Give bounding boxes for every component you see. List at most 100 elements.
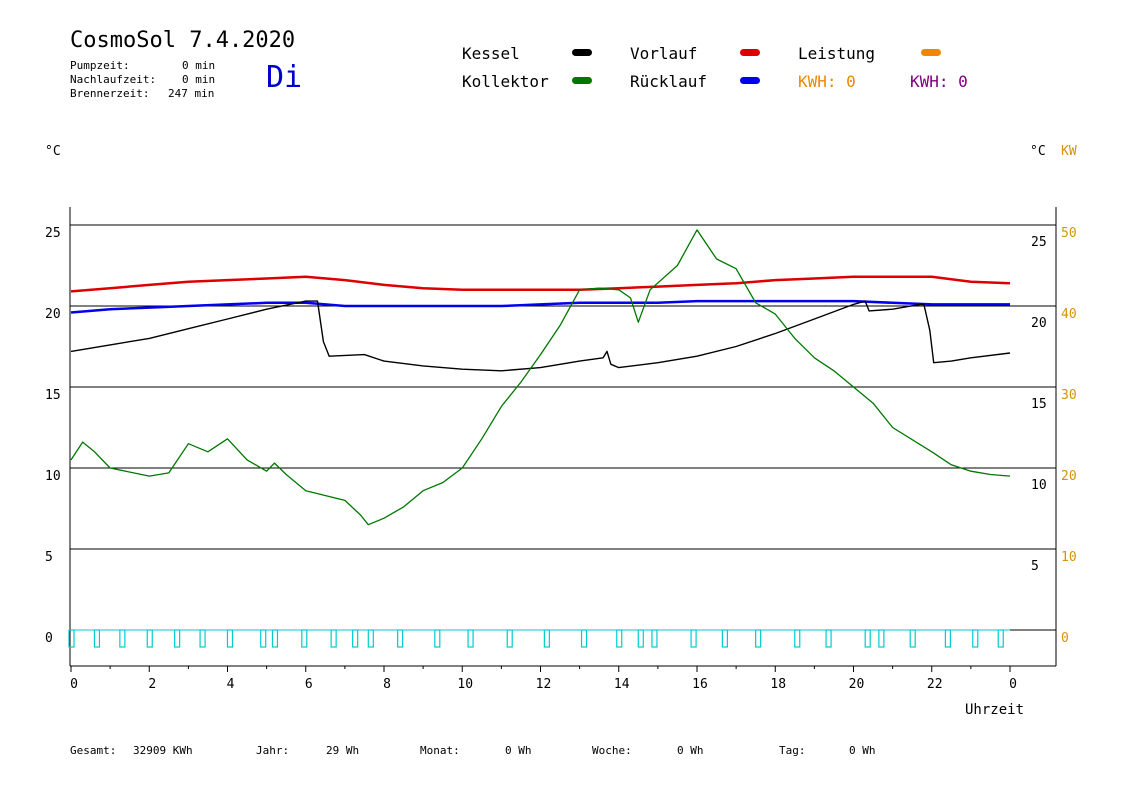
y-tick-label-right-celsius: 25 xyxy=(1031,235,1047,250)
pump-pulse-marker xyxy=(997,629,1004,648)
jahr-label: Jahr: xyxy=(256,744,290,757)
x-tick-label: 4 xyxy=(227,677,235,692)
pump-pulse-marker xyxy=(580,629,588,648)
pump-pulse-marker xyxy=(637,629,644,648)
pump-time-value: 0 min xyxy=(182,59,216,72)
legend-kollektor-label: Kollektor xyxy=(462,72,549,91)
x-tick-label: 20 xyxy=(849,677,865,692)
woche-value: 0 Wh xyxy=(677,744,704,757)
pump-pulse-marker xyxy=(352,629,359,648)
y-tick-label-right-celsius: 10 xyxy=(1031,478,1047,493)
y-tick-label-right-celsius: 20 xyxy=(1031,316,1047,331)
left-axis-unit: °C xyxy=(45,144,61,159)
monat-label: Monat: xyxy=(420,744,460,757)
x-tick-label: 14 xyxy=(614,677,630,692)
tag-value: 0 Wh xyxy=(849,744,876,757)
gesamt-label: Gesamt: xyxy=(70,744,117,757)
pump-pulse-marker xyxy=(944,629,952,648)
pump-pulse-marker xyxy=(260,629,267,648)
x-tick-label: 0 xyxy=(1009,677,1017,692)
pump-pulse-marker xyxy=(467,629,474,648)
x-tick-label: 22 xyxy=(927,677,943,692)
nachlauf-time-label: Nachlaufzeit: xyxy=(70,73,157,86)
pump-pulse-marker xyxy=(174,629,181,648)
y-tick-label-left: 10 xyxy=(45,469,61,484)
y-tick-label-right-kw: 40 xyxy=(1061,307,1077,322)
series-line-rcklauf xyxy=(70,299,1010,314)
weekday-label: Di xyxy=(266,60,303,95)
kwh-orange-value: KWH: 0 xyxy=(798,72,856,91)
series-line-kessel xyxy=(70,300,1011,372)
app-title: CosmoSol 7.4.2020 xyxy=(70,28,296,53)
legend-ruecklauf-swatch xyxy=(740,77,760,84)
y-tick-label-right-kw: 20 xyxy=(1061,469,1077,484)
x-tick-label: 10 xyxy=(457,677,473,692)
y-tick-label-left: 25 xyxy=(45,226,61,241)
pump-pulse-marker xyxy=(93,629,101,648)
x-axis-label: Uhrzeit xyxy=(965,702,1025,718)
brenner-time-label: Brennerzeit: xyxy=(70,87,150,100)
legend-kessel-swatch xyxy=(572,49,592,56)
pump-pulse-marker xyxy=(543,629,550,648)
pump-pulse-marker xyxy=(330,629,337,648)
right-axis-unit-celsius: °C xyxy=(1030,144,1046,159)
jahr-value: 29 Wh xyxy=(326,744,360,757)
pump-pulse-marker xyxy=(434,629,441,648)
gesamt-value: 32909 KWh xyxy=(133,744,193,757)
brenner-time-value: 247 min xyxy=(168,87,215,100)
x-tick-label: 6 xyxy=(305,677,313,692)
pump-pulse-marker xyxy=(119,629,126,648)
series-line-kollektor xyxy=(70,229,1011,526)
pump-pulse-marker xyxy=(199,629,206,648)
legend-leistung-swatch xyxy=(921,49,941,56)
pump-pulse-marker xyxy=(367,629,374,648)
pump-pulse-marker xyxy=(721,629,728,648)
pump-pulse-marker xyxy=(616,629,623,648)
kwh-purple-value: KWH: 0 xyxy=(910,72,968,91)
x-tick-label: 8 xyxy=(383,677,391,692)
woche-label: Woche: xyxy=(592,744,632,757)
pump-pulse-marker xyxy=(878,629,885,648)
pump-pulse-marker xyxy=(226,629,234,648)
x-tick-label: 0 xyxy=(70,677,78,692)
pump-pulse-marker xyxy=(972,629,979,648)
legend-kollektor-swatch xyxy=(572,77,592,84)
pump-pulse-marker xyxy=(825,629,832,648)
x-tick-label: 16 xyxy=(692,677,708,692)
pump-pulse-marker xyxy=(397,629,404,648)
pump-pulse-marker xyxy=(146,629,153,648)
legend-kessel-label: Kessel xyxy=(462,44,520,63)
pump-pulse-marker xyxy=(864,629,871,648)
pump-pulse-marker xyxy=(651,629,658,648)
y-tick-label-left: 0 xyxy=(45,631,53,646)
y-tick-label-right-celsius: 5 xyxy=(1031,559,1039,574)
y-tick-label-right-kw: 50 xyxy=(1061,226,1077,241)
y-tick-label-right-kw: 30 xyxy=(1061,388,1077,403)
x-tick-label: 12 xyxy=(536,677,552,692)
y-tick-label-left: 20 xyxy=(45,307,61,322)
y-tick-label-right-kw: 10 xyxy=(1061,550,1077,565)
x-tick-label: 18 xyxy=(770,677,786,692)
y-tick-label-left: 5 xyxy=(45,550,53,565)
y-tick-label-right-celsius: 15 xyxy=(1031,397,1047,412)
legend-vorlauf-swatch xyxy=(740,49,760,56)
legend-vorlauf-label: Vorlauf xyxy=(630,44,698,63)
series-line-vorlauf xyxy=(70,275,1011,293)
pump-pulse-marker xyxy=(794,629,801,648)
right-axis-unit-kw: KW xyxy=(1061,144,1077,159)
pump-pulse-marker xyxy=(690,629,697,648)
legend-ruecklauf-label: Rücklauf xyxy=(630,72,708,91)
pump-pulse-marker xyxy=(755,629,762,648)
y-tick-label-left: 15 xyxy=(45,388,61,403)
pump-pulse-marker xyxy=(909,629,916,648)
nachlauf-time-value: 0 min xyxy=(182,73,216,86)
pump-pulse-marker xyxy=(301,629,308,648)
legend-leistung-label: Leistung xyxy=(798,44,876,63)
pump-time-label: Pumpzeit: xyxy=(70,59,130,72)
tag-label: Tag: xyxy=(779,744,806,757)
monat-value: 0 Wh xyxy=(505,744,532,757)
x-tick-label: 2 xyxy=(148,677,156,692)
pump-pulse-marker xyxy=(506,629,513,648)
y-tick-label-right-kw: 0 xyxy=(1061,631,1069,646)
